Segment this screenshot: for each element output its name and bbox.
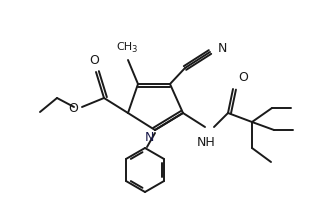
Text: O: O <box>68 102 78 115</box>
Text: O: O <box>238 71 248 84</box>
Text: 3: 3 <box>131 45 137 54</box>
Text: N: N <box>145 131 154 144</box>
Text: N: N <box>218 42 227 55</box>
Text: NH: NH <box>197 136 215 149</box>
Text: O: O <box>89 54 99 67</box>
Text: CH: CH <box>116 42 132 52</box>
